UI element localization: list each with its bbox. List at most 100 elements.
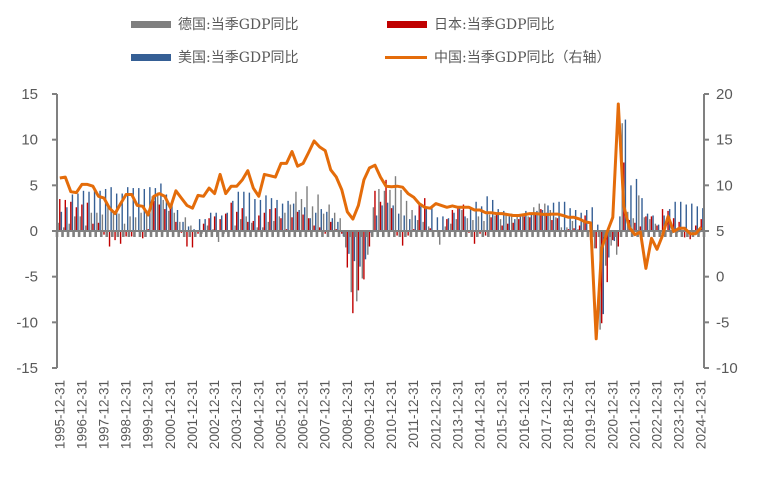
x-axis-label: 1996-12-31	[74, 380, 89, 449]
x-axis-tick	[514, 232, 518, 237]
bar-germany	[394, 176, 397, 231]
bar-japan	[656, 225, 658, 231]
bar-japan	[683, 231, 686, 238]
bar-usa	[265, 195, 267, 231]
x-axis-tick	[83, 232, 86, 237]
x-axis-tick	[404, 232, 407, 237]
bar-usa	[209, 212, 212, 231]
bar-japan	[252, 220, 255, 231]
bar-usa	[436, 217, 439, 231]
bar-germany	[461, 209, 463, 231]
bar-usa	[187, 226, 190, 231]
bar-usa	[569, 208, 571, 231]
bar-usa	[82, 190, 85, 231]
bar-germany	[57, 222, 59, 231]
bar-germany	[96, 212, 98, 231]
x-axis-tick	[669, 232, 673, 237]
x-axis-tick	[381, 232, 385, 237]
x-axis-label: 2007-12-31	[318, 380, 333, 449]
bar-usa	[414, 215, 416, 231]
bar-japan	[352, 231, 354, 314]
bar-japan	[479, 231, 481, 234]
x-axis-tick	[675, 232, 678, 237]
bar-japan	[534, 214, 537, 231]
bar-germany	[273, 220, 275, 231]
bar-japan	[385, 179, 387, 231]
bar-germany	[638, 195, 640, 231]
bar-usa	[536, 210, 538, 231]
x-axis-tick	[304, 232, 308, 237]
x-axis-tick	[608, 232, 612, 237]
bar-germany	[494, 215, 496, 231]
bar-japan	[114, 231, 116, 241]
bar-japan	[518, 219, 520, 231]
legend-usa: 美国:当季GDP同比	[131, 47, 299, 67]
x-axis-tick	[348, 232, 352, 237]
bar-usa	[320, 209, 322, 231]
right-axis-label: 20	[716, 86, 733, 103]
x-axis-tick	[221, 232, 225, 237]
bar-germany	[306, 186, 308, 231]
line-china	[59, 102, 703, 341]
bar-usa	[364, 231, 367, 260]
x-axis-label: 2010-12-31	[384, 380, 399, 449]
bar-japan	[81, 204, 83, 231]
bar-japan	[269, 209, 271, 231]
bar-japan	[130, 231, 133, 237]
bar-usa	[276, 199, 278, 231]
bar-germany	[118, 213, 120, 231]
bar-japan	[457, 207, 459, 231]
x-axis-tick	[265, 232, 269, 237]
x-axis-tick	[470, 232, 474, 237]
x-axis-tick	[492, 232, 496, 237]
bar-japan	[197, 231, 199, 234]
bar-germany	[68, 223, 70, 231]
x-axis-tick	[564, 232, 568, 237]
x-axis-tick	[287, 232, 291, 237]
bar-usa	[88, 191, 90, 231]
bar-germany	[157, 192, 159, 231]
bar-germany	[505, 215, 507, 231]
bar-germany	[566, 227, 568, 231]
bar-usa	[574, 209, 577, 231]
bar-usa	[491, 199, 494, 231]
bar-germany	[145, 209, 148, 231]
bar-japan	[484, 231, 487, 236]
bar-japan	[506, 223, 509, 231]
bar-germany	[582, 221, 585, 231]
x-axis-tick	[531, 232, 534, 237]
x-axis-tick	[110, 232, 114, 237]
bar-germany	[300, 199, 303, 231]
bar-usa	[104, 188, 107, 231]
bar-japan	[401, 231, 404, 246]
bar-usa	[469, 208, 472, 231]
bar-usa	[182, 221, 184, 231]
bar-usa	[552, 202, 555, 231]
x-axis-tick	[238, 232, 241, 237]
x-axis-tick	[72, 232, 75, 237]
x-axis-tick	[271, 232, 274, 237]
x-axis-tick	[321, 232, 324, 237]
x-axis-tick	[498, 232, 501, 237]
x-axis-label: 1995-12-31	[52, 380, 67, 449]
bar-usa	[685, 204, 687, 231]
bar-japan	[324, 231, 326, 234]
bar-usa	[93, 188, 96, 231]
bar-usa	[60, 211, 63, 231]
x-axis-tick	[188, 232, 192, 237]
bar-usa	[497, 209, 499, 231]
x-axis-tick	[299, 232, 302, 237]
x-axis-tick	[94, 232, 98, 237]
x-axis-tick	[581, 232, 584, 237]
bar-usa	[375, 215, 378, 231]
bar-usa	[541, 209, 544, 231]
x-axis-tick	[409, 232, 413, 237]
bar-usa	[591, 207, 593, 231]
bar-japan	[545, 212, 548, 231]
bar-germany	[356, 231, 358, 302]
bar-usa	[508, 216, 510, 231]
bar-usa	[121, 193, 123, 231]
x-axis-tick	[630, 232, 634, 237]
bar-usa	[232, 200, 234, 231]
x-axis-tick	[487, 232, 490, 237]
